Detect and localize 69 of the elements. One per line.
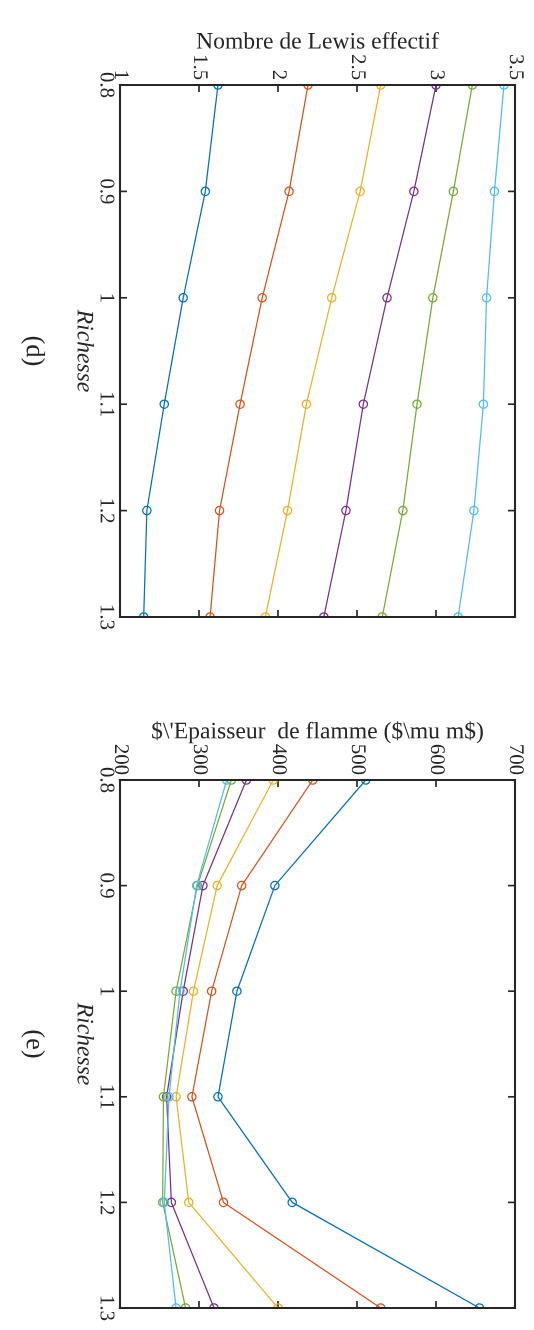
point (301, 399, 312, 409)
x-tick-label: 700 (509, 745, 524, 775)
x-tick-label: 1.5 (193, 55, 208, 80)
point (448, 186, 459, 197)
point (159, 399, 170, 409)
point (232, 986, 242, 996)
x-tick-label: 2.5 (351, 55, 366, 80)
point (187, 1092, 197, 1102)
point (213, 1092, 223, 1102)
point (282, 505, 293, 516)
x-tick-label: 300 (193, 744, 208, 775)
y-tick-label: 1.3 (100, 605, 115, 630)
y-tick-label: 1.2 (100, 499, 115, 523)
point (142, 505, 152, 516)
point (398, 505, 408, 516)
x-tick-label: 600 (430, 744, 445, 775)
point (198, 880, 208, 891)
y-tick-label: 1.1 (100, 393, 115, 416)
y-axis-title: Richesse (77, 309, 95, 392)
point (469, 505, 479, 516)
y-tick-label: 0.9 (100, 179, 115, 204)
point (257, 293, 267, 303)
point (212, 880, 222, 891)
point (214, 505, 225, 516)
point (284, 186, 294, 197)
point (171, 986, 181, 996)
point (206, 986, 217, 996)
x-tick-label: 1 (114, 71, 129, 79)
point (412, 399, 422, 409)
point (166, 1197, 177, 1208)
x-tick-label: 500 (351, 745, 366, 775)
point (478, 399, 489, 409)
point (236, 880, 247, 891)
x-tick-label: 2 (272, 70, 287, 79)
point (358, 399, 369, 409)
point (382, 293, 392, 303)
x-tick-label: 400 (272, 744, 287, 775)
point (355, 186, 365, 197)
point (481, 293, 492, 303)
y-tick-label: 1.3 (100, 1296, 115, 1321)
y-tick-label: 1 (100, 987, 115, 996)
point (326, 293, 337, 303)
point (235, 399, 245, 409)
y-axis-title: Richesse (77, 1002, 95, 1085)
text: (d) (21, 336, 46, 366)
x-tick-label: 3 (430, 70, 445, 80)
point (341, 505, 351, 516)
point (270, 880, 280, 891)
x-axis-title: $\'Epaisseur de flamme ($\mu m$) (152, 721, 483, 744)
point (218, 1197, 229, 1208)
point (409, 186, 419, 197)
point (287, 1197, 298, 1208)
point (178, 293, 188, 303)
y-tick-label: 0.8 (100, 767, 115, 793)
point (188, 986, 199, 996)
x-axis-title: Nombre de Lewis effectif (196, 31, 439, 49)
x-tick-label: 200 (114, 744, 129, 775)
text: (e) (21, 1030, 46, 1058)
y-tick-label: 0.8 (100, 72, 115, 98)
point (183, 1197, 194, 1208)
point (200, 186, 211, 197)
point (489, 186, 500, 197)
point (171, 1092, 181, 1102)
y-tick-label: 0.9 (100, 873, 115, 898)
y-tick-label: 1 (100, 294, 115, 302)
point (428, 293, 438, 303)
y-tick-label: 1.2 (100, 1191, 115, 1215)
x-tick-label: 3.5 (509, 55, 524, 80)
y-tick-label: 1.1 (100, 1085, 115, 1109)
